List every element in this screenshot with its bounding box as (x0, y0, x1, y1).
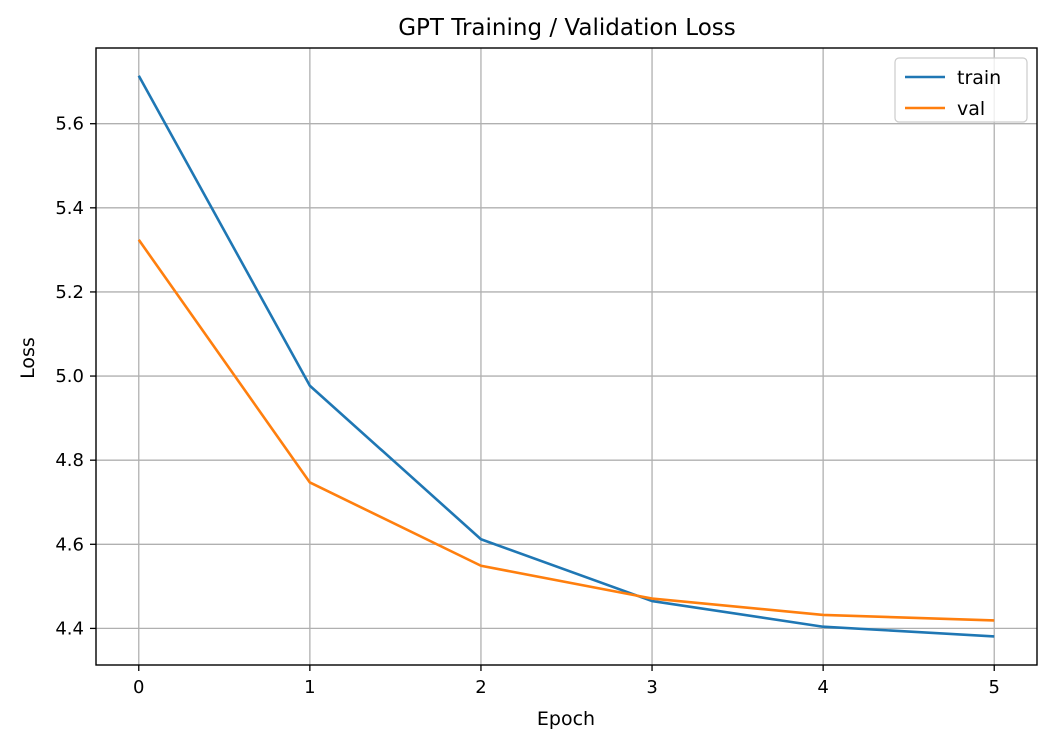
x-tick-label: 4 (817, 677, 828, 698)
axis-ticks: 0 1 2 3 4 5 4.4 4.6 4.8 5.0 5.2 5.4 5.6 (55, 114, 1000, 698)
y-tick-label: 5.4 (55, 198, 84, 219)
series-line-val (137, 239, 995, 622)
legend-box (894, 57, 1028, 123)
x-axis-label: Epoch (537, 708, 595, 730)
legend-label-train: train (957, 67, 1001, 89)
series-line-train (137, 75, 995, 638)
plot-frame (95, 47, 1038, 666)
y-tick-label: 4.4 (55, 618, 84, 639)
y-tick-label: 5.0 (55, 366, 84, 387)
y-tick-label: 4.8 (55, 450, 84, 471)
x-tick-label: 0 (133, 677, 144, 698)
legend: train val (894, 57, 1028, 123)
x-tick-label: 5 (989, 677, 1000, 698)
x-tick-label: 3 (646, 677, 657, 698)
y-tick-label: 5.6 (55, 114, 84, 135)
y-tick-label: 4.6 (55, 534, 84, 555)
series-layer (137, 75, 995, 638)
grid-lines (96, 48, 1037, 665)
chart-title: GPT Training / Validation Loss (398, 15, 736, 41)
y-tick-label: 5.2 (55, 282, 84, 303)
legend-label-val: val (957, 98, 985, 120)
x-tick-label: 2 (475, 677, 486, 698)
x-tick-label: 1 (304, 677, 315, 698)
y-axis-label: Loss (17, 337, 39, 379)
